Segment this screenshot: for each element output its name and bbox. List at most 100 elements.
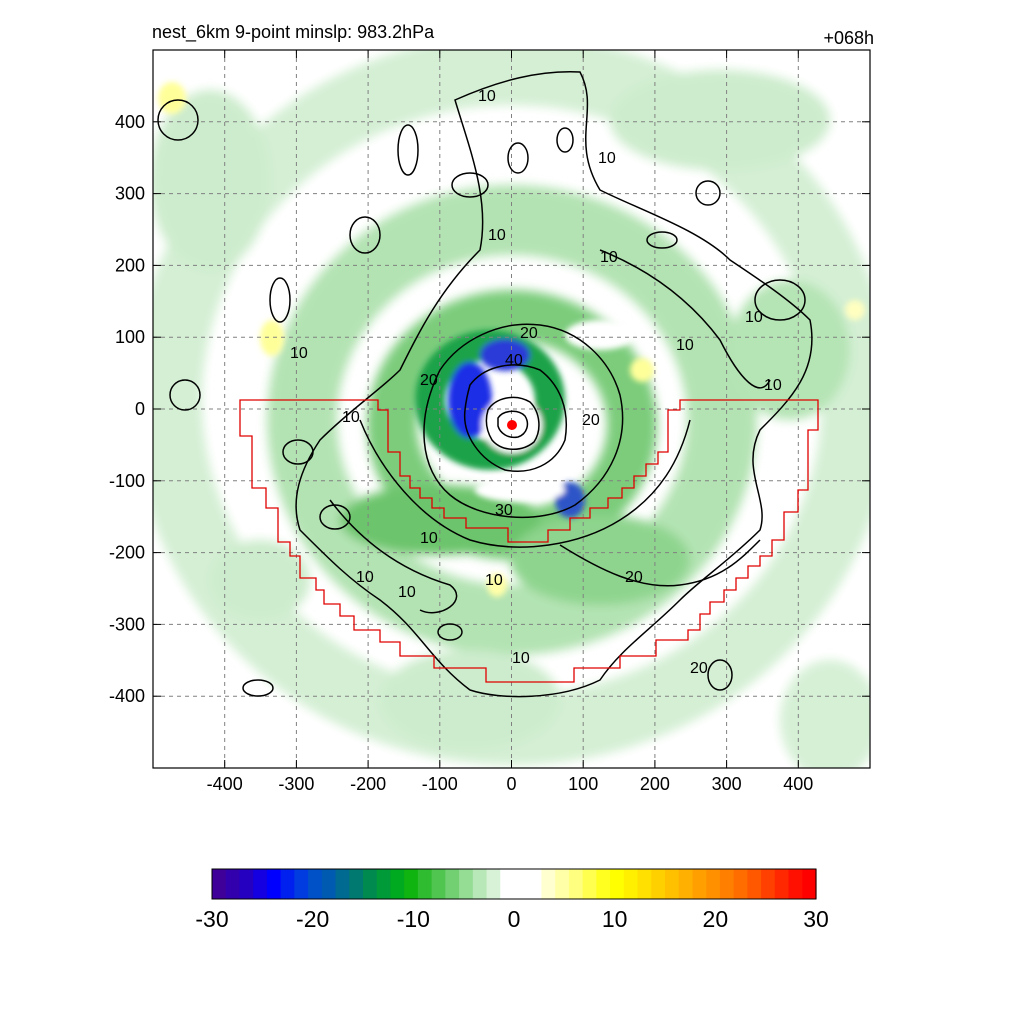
colorbar-swatch — [541, 869, 556, 899]
contour-label: 10 — [598, 150, 616, 167]
colorbar-swatch — [637, 869, 652, 899]
colorbar-swatch — [308, 869, 323, 899]
contour-label: 10 — [600, 249, 618, 266]
colorbar-swatch — [500, 869, 515, 899]
contour-label: 10 — [478, 88, 496, 105]
yellow-patch-shading-3 — [630, 358, 654, 382]
contour-label: 10 — [488, 227, 506, 244]
ne-patch-shading — [610, 70, 830, 170]
contour-cell — [437, 623, 463, 641]
contour-label: 40 — [505, 352, 523, 369]
x-tick-label: -100 — [422, 774, 458, 794]
y-tick-label: -300 — [109, 614, 145, 634]
x-tick-label: 200 — [640, 774, 670, 794]
storm-center-marker — [507, 420, 517, 430]
contour-label: 10 — [356, 569, 374, 586]
contour-cell — [754, 279, 806, 321]
colorbar-swatch — [719, 869, 735, 899]
colorbar-tick-label: 20 — [703, 906, 729, 932]
colorbar-swatch — [761, 869, 776, 899]
contour-cell — [646, 231, 678, 249]
colorbar-tick-label: -10 — [397, 906, 430, 932]
e-patch-shading — [730, 280, 850, 420]
sw-band-shading — [340, 485, 540, 555]
colorbar-swatch — [733, 869, 748, 899]
colorbar-swatch — [225, 869, 241, 899]
x-tick-label: 0 — [506, 774, 516, 794]
contour-cell — [507, 142, 529, 174]
colorbar-swatch — [472, 869, 488, 899]
blue-core-shading — [448, 362, 492, 438]
colorbar-swatch — [486, 869, 501, 899]
contour-cell — [242, 679, 274, 697]
colorbar-swatch — [294, 869, 309, 899]
colorbar-swatch — [774, 869, 790, 899]
contour-line-core — [497, 410, 529, 439]
x-tick-label: 300 — [712, 774, 742, 794]
contour-cell — [556, 127, 574, 153]
yellow-patch-shading-2 — [260, 320, 284, 356]
colorbar-swatch — [431, 869, 446, 899]
contour-line-40 — [485, 396, 540, 450]
contour-label: 20 — [420, 372, 438, 389]
colorbar-swatch — [692, 869, 707, 899]
colorbar-swatch — [321, 869, 337, 899]
colorbar-swatch — [335, 869, 350, 899]
contour-label: 10 — [420, 530, 438, 547]
y-tick-label: 0 — [135, 399, 145, 419]
colorbar-swatch — [212, 869, 227, 899]
se-patch-shading — [780, 660, 870, 768]
contour-cell — [169, 379, 201, 411]
y-tick-label: -200 — [109, 543, 145, 563]
colorbar-swatch — [651, 869, 666, 899]
colorbar-swatch — [390, 869, 405, 899]
contour-cell — [269, 277, 291, 323]
contour-label: 20 — [690, 660, 708, 677]
colorbar-swatch — [445, 869, 460, 899]
contour-labels: 10 10 10 10 10 10 10 10 10 10 10 10 10 1… — [290, 88, 782, 677]
colorbar-swatch — [596, 869, 611, 899]
contour-label: 10 — [398, 584, 416, 601]
colorbar-frame — [211, 868, 817, 900]
colorbar-swatch — [527, 869, 543, 899]
contour-label: 20 — [625, 569, 643, 586]
y-tick-label: 400 — [115, 112, 145, 132]
blue-core-shading-2 — [480, 339, 530, 371]
x-tick-label: -400 — [207, 774, 243, 794]
x-tick-label: -200 — [350, 774, 386, 794]
contour-label: 10 — [764, 377, 782, 394]
nw-patch-shading — [153, 90, 270, 270]
colorbar-swatch — [363, 869, 378, 899]
domain-boundary — [239, 399, 819, 683]
colorbar-swatch — [623, 869, 639, 899]
contour-cell — [319, 504, 351, 530]
colorbar-swatch — [239, 869, 254, 899]
contour-cell — [282, 439, 314, 465]
colorbar-swatch — [678, 869, 694, 899]
colorbar-swatch — [747, 869, 762, 899]
y-tick-label: -100 — [109, 471, 145, 491]
y-tick-label: 300 — [115, 184, 145, 204]
contour-line-30 — [463, 364, 567, 472]
contour-label: 10 — [676, 337, 694, 354]
colorbar-swatch — [665, 869, 680, 899]
contour-cell — [397, 124, 419, 176]
x-tick-label: 400 — [783, 774, 813, 794]
colorbar-tick-label: 0 — [508, 906, 521, 932]
colorbar-swatch — [514, 869, 529, 899]
contour-label: 10 — [290, 345, 308, 362]
colorbar-swatch — [582, 869, 597, 899]
colorbar-swatch — [253, 869, 268, 899]
y-tick-label: 200 — [115, 255, 145, 275]
colorbar-swatch — [280, 869, 295, 899]
y-axis: 400 300 200 100 0 -100 -200 -300 -400 — [109, 112, 870, 706]
colorbar-swatch — [802, 869, 817, 899]
contour-label: 10 — [485, 572, 503, 589]
y-tick-label: -400 — [109, 686, 145, 706]
colorbar-swatch — [555, 869, 570, 899]
colorbar-swatch — [459, 869, 474, 899]
colorbar-swatch — [376, 869, 392, 899]
colorbar-swatch — [349, 869, 364, 899]
contour-line-se — [559, 539, 761, 587]
